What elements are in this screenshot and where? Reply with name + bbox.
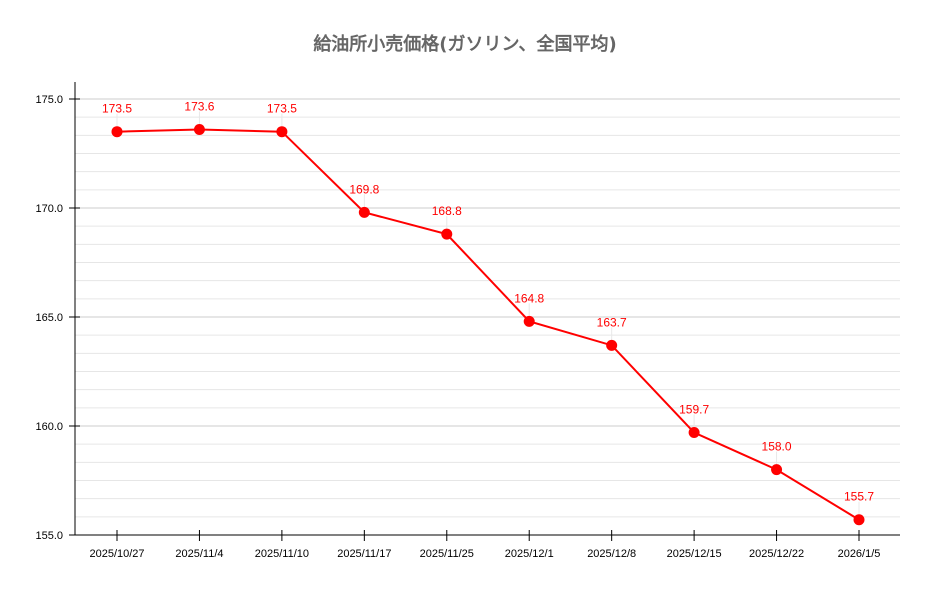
x-tick-label: 2025/12/15	[667, 548, 722, 560]
data-label: 168.8	[432, 204, 462, 218]
y-tick-label: 170.0	[35, 203, 63, 215]
chart-title: 給油所小売価格(ガソリン、全国平均)	[313, 34, 617, 55]
x-tick-label: 2025/12/8	[587, 548, 636, 560]
data-point-marker	[193, 124, 205, 136]
data-point-marker	[358, 206, 370, 218]
x-tick-label: 2026/1/5	[838, 548, 881, 560]
data-point-marker	[441, 228, 453, 240]
x-tick-label: 2025/11/25	[420, 548, 474, 560]
data-label: 155.7	[844, 490, 874, 504]
data-point-marker	[688, 427, 700, 439]
x-tick-label: 2025/10/27	[89, 548, 144, 560]
data-point-marker	[523, 315, 535, 327]
x-tick-label: 2025/11/17	[337, 548, 391, 560]
y-tick-label: 155.0	[35, 530, 63, 542]
data-point-marker	[276, 126, 288, 138]
data-point-marker	[853, 514, 865, 526]
x-tick-label: 2025/12/1	[505, 548, 554, 560]
data-label: 173.5	[267, 102, 297, 116]
series-line	[116, 128, 860, 521]
x-tick-label: 2025/12/22	[749, 548, 804, 560]
data-label: 159.7	[679, 403, 709, 417]
data-label: 163.7	[597, 315, 627, 329]
data-point-marker	[771, 464, 783, 476]
data-label: 164.8	[514, 291, 544, 305]
data-label: 173.6	[184, 100, 214, 114]
data-label: 158.0	[762, 440, 792, 454]
data-label: 173.5	[102, 102, 132, 116]
y-tick-label: 160.0	[35, 421, 63, 433]
data-point-marker	[606, 339, 618, 351]
y-tick-label: 175.0	[35, 94, 63, 106]
data-point-marker	[111, 126, 123, 138]
x-tick-label: 2025/11/4	[175, 548, 223, 560]
data-label: 169.8	[349, 182, 379, 196]
y-tick-label: 165.0	[35, 312, 63, 324]
x-tick-label: 2025/11/10	[255, 548, 309, 560]
